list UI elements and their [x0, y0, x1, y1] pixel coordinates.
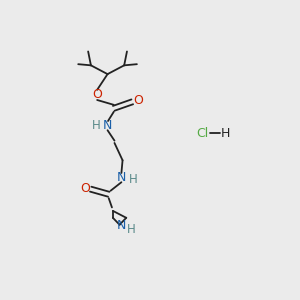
- Text: N: N: [117, 219, 126, 232]
- Text: O: O: [133, 94, 143, 107]
- Text: H: H: [221, 127, 230, 140]
- Text: N: N: [103, 119, 112, 132]
- Text: Cl: Cl: [196, 127, 208, 140]
- Text: H: H: [92, 119, 100, 132]
- Text: O: O: [92, 88, 102, 101]
- Text: O: O: [80, 182, 90, 195]
- Text: H: H: [129, 173, 138, 186]
- Text: N: N: [117, 171, 126, 184]
- Text: H: H: [127, 223, 136, 236]
